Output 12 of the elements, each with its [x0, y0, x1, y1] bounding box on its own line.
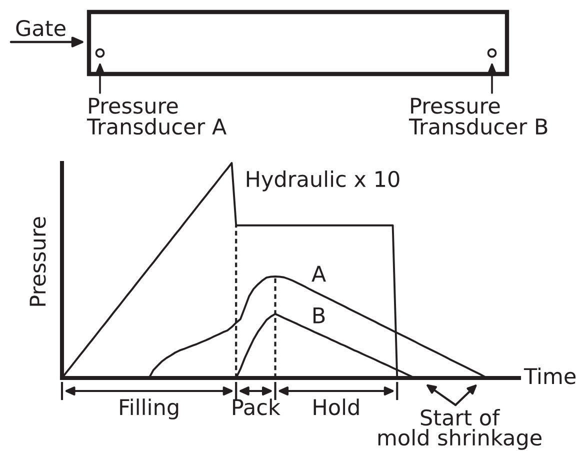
text: Pressure Transducer B — [408, 98, 548, 135]
text: Filling — [120, 398, 178, 420]
text: Gate — [16, 20, 66, 36]
x-axis-title: Time — [524, 368, 576, 384]
text: Hold — [314, 398, 359, 416]
y-axis-title: Pressure — [30, 217, 46, 306]
text: Pressure Transducer A — [86, 98, 227, 135]
text: Pack — [233, 398, 280, 416]
series-label: Hydraulic x 10 — [246, 170, 400, 192]
text: Start of mold shrinkage — [378, 409, 542, 450]
series-label: A — [312, 266, 326, 282]
series-label: B — [314, 308, 325, 324]
